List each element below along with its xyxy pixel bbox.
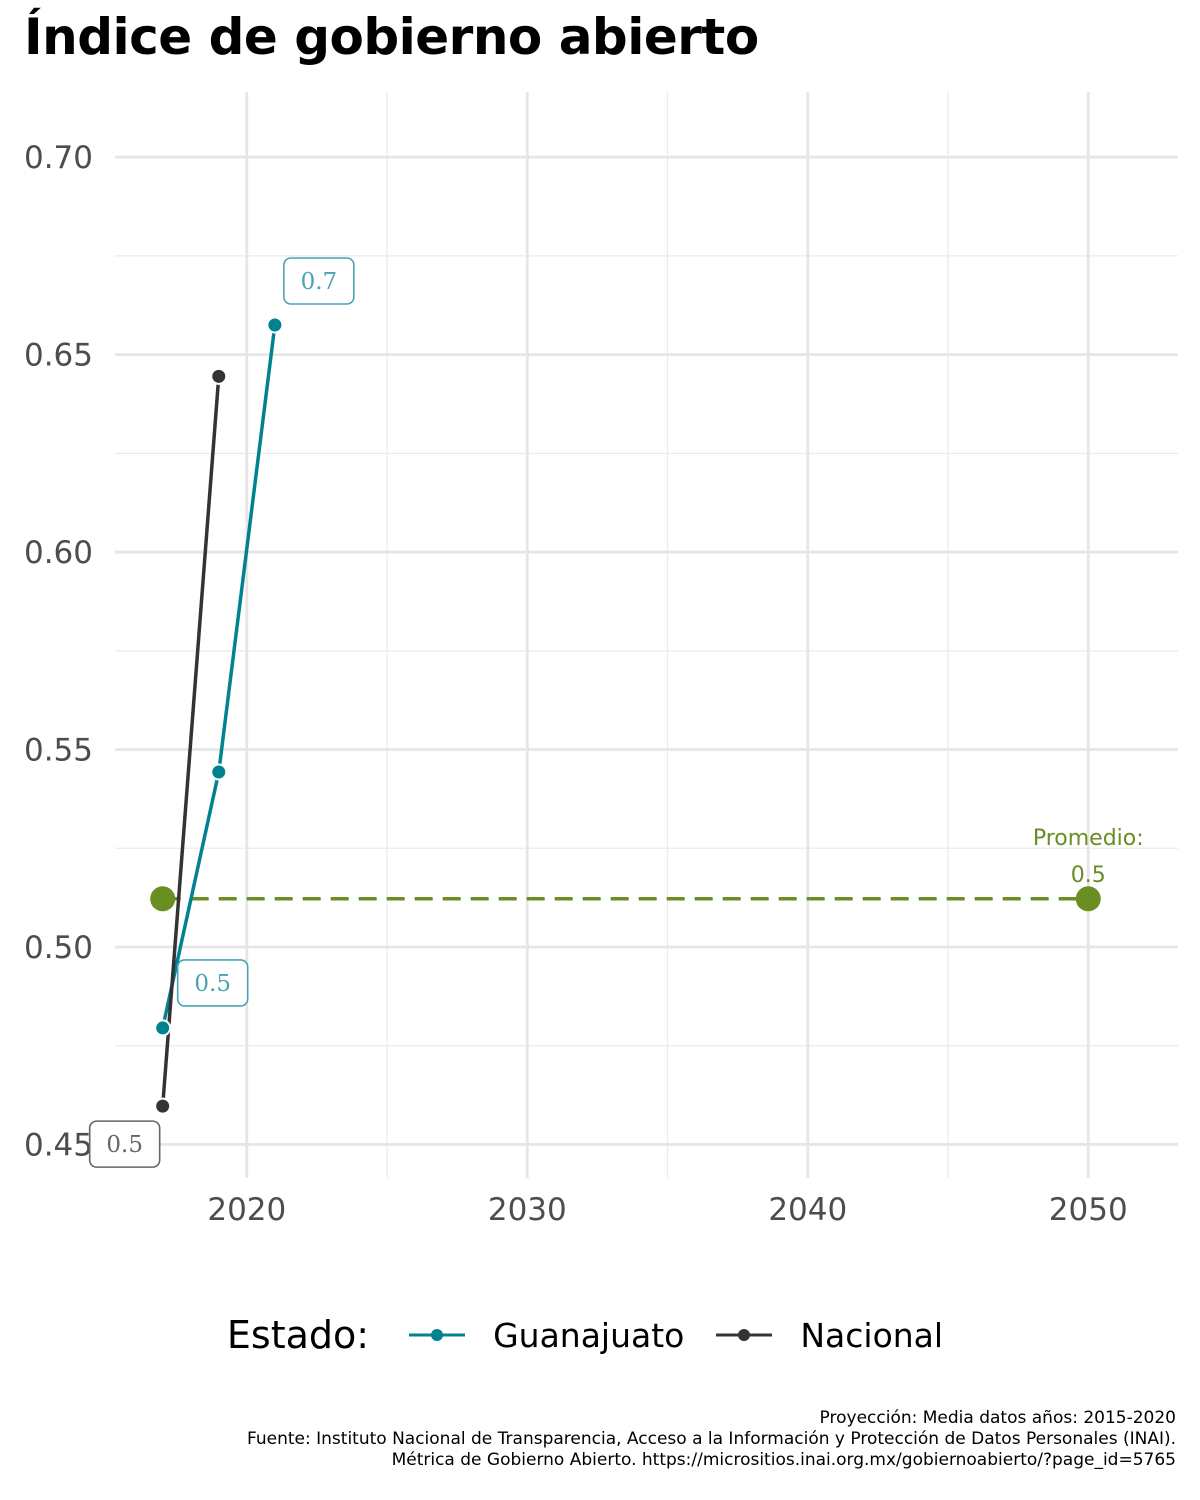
major-gridlines <box>115 92 1178 1178</box>
data-label-box-guanajuato <box>176 959 249 1007</box>
y-tick-label: 0.50 <box>24 930 93 966</box>
projection-annotation-value: 0.5 <box>1071 863 1106 888</box>
y-tick-label: 0.65 <box>24 338 93 374</box>
data-labels: 0.5 0.7 0.5 <box>88 257 355 1168</box>
data-point-nacional <box>210 367 228 385</box>
data-label-box-guanajuato <box>283 257 355 305</box>
series-line-guanajuato <box>160 324 277 1029</box>
data-label-box-nacional <box>88 1120 161 1168</box>
data-point-guanajuato <box>266 316 284 334</box>
chart-caption: Proyección: Media datos años: 2015-2020 … <box>247 1408 1176 1471</box>
x-tick-label: 2030 <box>488 1192 567 1228</box>
legend-label-guanajuato: Guanajuato <box>493 1315 685 1355</box>
projection-end-point <box>1075 886 1101 912</box>
minor-gridlines <box>115 92 1178 1178</box>
legend-key-guanajuato <box>409 1329 466 1341</box>
series-points <box>154 316 284 1115</box>
legend-label-nacional: Nacional <box>800 1315 944 1355</box>
legend-title: Estado: <box>226 1313 370 1357</box>
legend-item-nacional: Nacional <box>714 1316 943 1355</box>
legend: Estado: Guanajuato Nacional <box>0 1305 1200 1365</box>
data-point-guanajuato <box>210 763 228 781</box>
x-tick-label: 2050 <box>1049 1192 1128 1228</box>
data-point-nacional <box>154 1097 172 1115</box>
data-label-guanajuato: 0.5 <box>194 971 231 997</box>
projection-start-point <box>150 886 176 912</box>
data-label-nacional: 0.5 <box>106 1132 143 1158</box>
x-tick-label: 2020 <box>207 1192 286 1228</box>
y-tick-label: 0.45 <box>24 1127 93 1163</box>
projection-layer: Promedio: 0.5 <box>150 826 1144 912</box>
line-chart: 0.45 0.50 0.55 0.60 0.65 0.70 2020 2030 2040 2050… <box>24 92 1178 1228</box>
series-line-nacional <box>160 376 221 1107</box>
caption-line-projection: Proyección: Media datos años: 2015-2020 <box>819 1408 1176 1428</box>
y-tick-label: 0.60 <box>24 535 93 571</box>
chart-title: Índice de gobierno abierto <box>24 8 759 66</box>
legend-key-nacional <box>716 1329 773 1341</box>
caption-line-source: Fuente: Instituto Nacional de Transparen… <box>247 1429 1176 1449</box>
x-tick-label: 2040 <box>768 1192 847 1228</box>
data-label-guanajuato: 0.7 <box>301 269 338 295</box>
projection-annotation-label: Promedio: <box>1033 826 1144 851</box>
y-tick-label: 0.55 <box>24 733 93 769</box>
data-point-guanajuato <box>154 1019 172 1037</box>
y-tick-label: 0.70 <box>24 140 93 176</box>
caption-line-url: Métrica de Gobierno Abierto. https://mic… <box>391 1450 1176 1470</box>
axis-tick-labels: 0.45 0.50 0.55 0.60 0.65 0.70 2020 2030 2040 2050 <box>24 140 1128 1228</box>
legend-item-guanajuato: Guanajuato <box>407 1316 684 1355</box>
